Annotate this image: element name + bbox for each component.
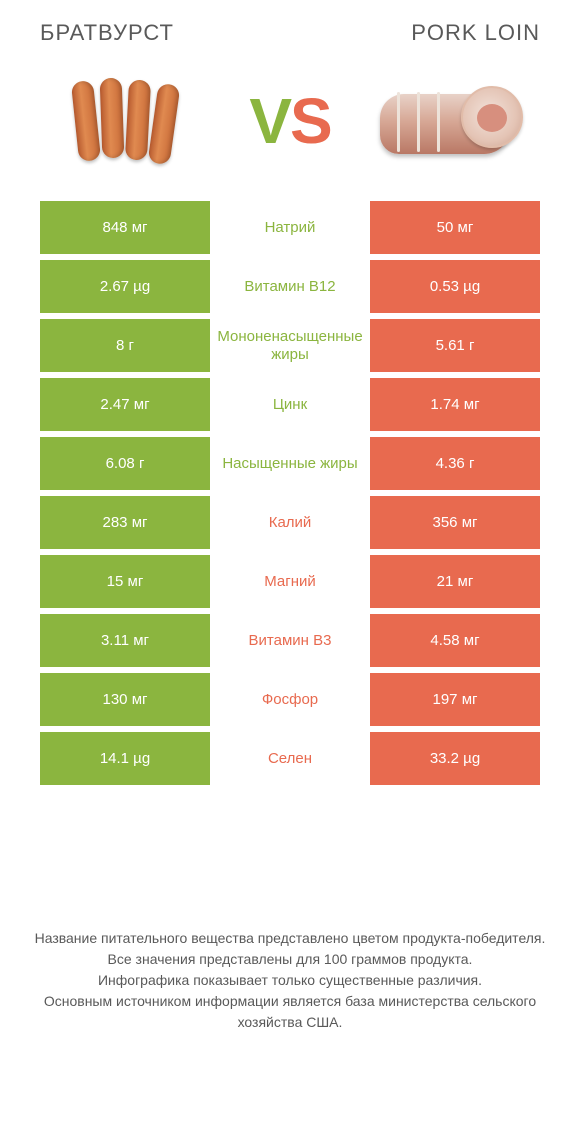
- pork-loin-image: [375, 66, 525, 176]
- right-value: 21 мг: [370, 555, 540, 608]
- right-value: 356 мг: [370, 496, 540, 549]
- nutrient-label: Витамин B3: [210, 614, 370, 667]
- right-value: 50 мг: [370, 201, 540, 254]
- header: БРАТВУРСТ PORK LOIN: [0, 0, 580, 56]
- nutrient-label: Магний: [210, 555, 370, 608]
- nutrient-label: Калий: [210, 496, 370, 549]
- table-row: 3.11 мгВитамин B34.58 мг: [40, 614, 540, 667]
- left-food-title: БРАТВУРСТ: [40, 20, 174, 46]
- table-row: 8 гМононенасыщенные жиры5.61 г: [40, 319, 540, 372]
- comparison-table: 848 мгНатрий50 мг 2.67 µgВитамин B120.53 …: [40, 201, 540, 785]
- left-value: 2.47 мг: [40, 378, 210, 431]
- left-value: 6.08 г: [40, 437, 210, 490]
- right-value: 4.58 мг: [370, 614, 540, 667]
- table-row: 848 мгНатрий50 мг: [40, 201, 540, 254]
- nutrient-label: Натрий: [210, 201, 370, 254]
- nutrient-label: Селен: [210, 732, 370, 785]
- left-value: 3.11 мг: [40, 614, 210, 667]
- footer-line-3: Инфографика показывает только существенн…: [30, 970, 550, 991]
- nutrient-label: Фосфор: [210, 673, 370, 726]
- vs-s: S: [290, 85, 331, 157]
- left-value: 14.1 µg: [40, 732, 210, 785]
- table-row: 130 мгФосфор197 мг: [40, 673, 540, 726]
- table-row: 14.1 µgСелен33.2 µg: [40, 732, 540, 785]
- nutrient-label: Мононенасыщенные жиры: [210, 319, 370, 372]
- left-value: 15 мг: [40, 555, 210, 608]
- left-value: 8 г: [40, 319, 210, 372]
- nutrient-label: Витамин B12: [210, 260, 370, 313]
- vs-v: V: [249, 85, 290, 157]
- right-food-title: PORK LOIN: [411, 20, 540, 46]
- vs-label: VS: [249, 84, 330, 158]
- right-value: 4.36 г: [370, 437, 540, 490]
- left-value: 848 мг: [40, 201, 210, 254]
- right-value: 1.74 мг: [370, 378, 540, 431]
- footer-line-4: Основным источником информации является …: [30, 991, 550, 1033]
- left-value: 2.67 µg: [40, 260, 210, 313]
- footer-line-2: Все значения представлены для 100 граммо…: [30, 949, 550, 970]
- right-value: 5.61 г: [370, 319, 540, 372]
- table-row: 2.67 µgВитамин B120.53 µg: [40, 260, 540, 313]
- table-row: 6.08 гНасыщенные жиры4.36 г: [40, 437, 540, 490]
- image-row: VS: [0, 56, 580, 201]
- bratwurst-image: [55, 66, 205, 176]
- left-value: 130 мг: [40, 673, 210, 726]
- table-row: 2.47 мгЦинк1.74 мг: [40, 378, 540, 431]
- table-row: 283 мгКалий356 мг: [40, 496, 540, 549]
- footer-notes: Название питательного вещества представл…: [0, 928, 580, 1033]
- left-value: 283 мг: [40, 496, 210, 549]
- loin-icon: [375, 76, 525, 166]
- nutrient-label: Цинк: [210, 378, 370, 431]
- nutrient-label: Насыщенные жиры: [210, 437, 370, 490]
- right-value: 0.53 µg: [370, 260, 540, 313]
- right-value: 197 мг: [370, 673, 540, 726]
- table-row: 15 мгМагний21 мг: [40, 555, 540, 608]
- footer-line-1: Название питательного вещества представл…: [30, 928, 550, 949]
- sausages-icon: [65, 76, 195, 166]
- right-value: 33.2 µg: [370, 732, 540, 785]
